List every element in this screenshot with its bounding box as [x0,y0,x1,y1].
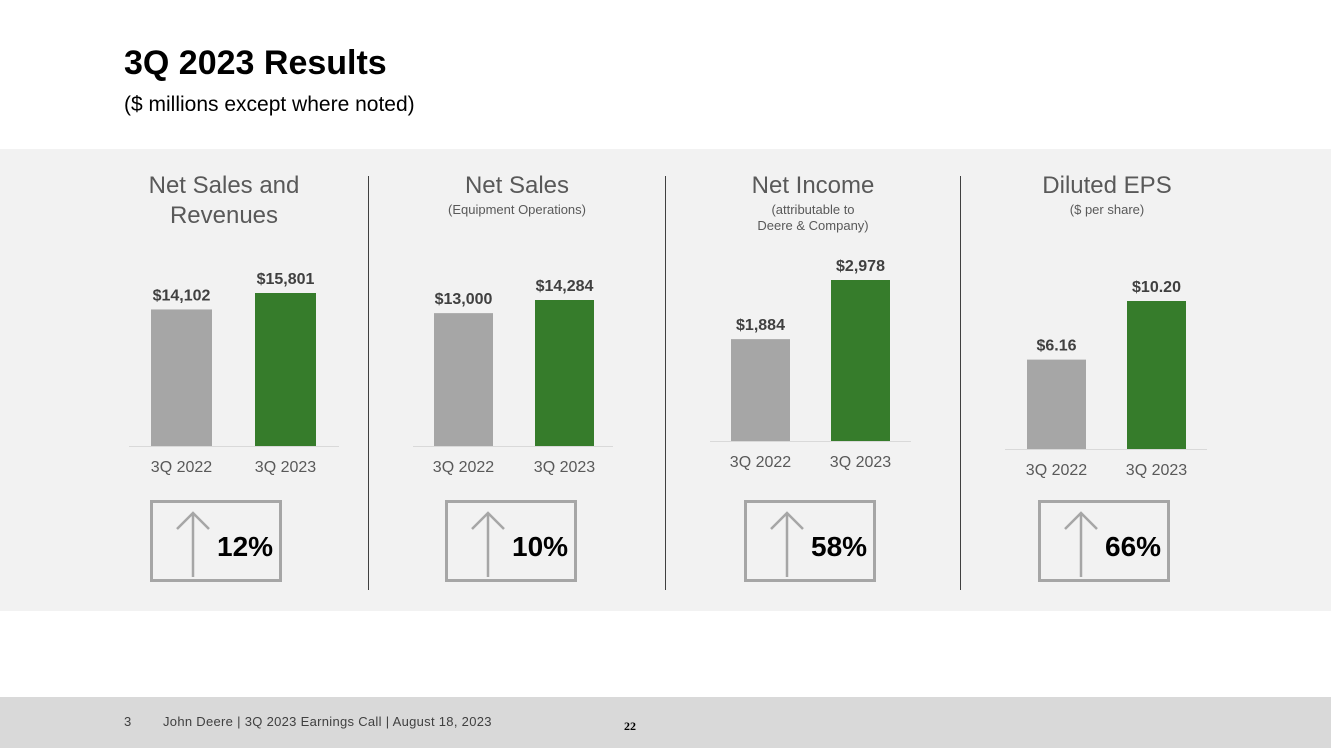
panel-diluted-eps: Diluted EPS ($ per share) $6.16 3Q 2022 $1… [961,149,1253,611]
bar-chart: $1,884 3Q 2022 $2,978 3Q 2023 [710,258,911,471]
panel-subtitle: (attributable to Deere & Company) [757,202,869,233]
panel-net-sales-equipment: Net Sales (Equipment Operations) $13,000… [369,149,665,611]
data-label: $14,284 [536,278,594,295]
change-badge: 66% [1038,500,1170,582]
change-badge: 12% [150,500,282,582]
footer-text: John Deere | 3Q 2023 Earnings Call | Aug… [163,714,492,729]
panel-net-sales-revenues: Net Sales and Revenues $14,102 3Q 2022 $15… [80,149,368,611]
page-number: 22 [624,719,636,733]
change-badge: 58% [744,500,876,582]
category-label: 3Q 2022 [151,459,212,476]
panel-title: Net Sales and Revenues [148,172,300,229]
change-percent: 58% [811,531,868,562]
data-label: $15,801 [257,271,315,288]
bar-3q-2023 [1127,301,1186,449]
slide-number: 3 [124,714,132,729]
data-label: $13,000 [435,291,493,308]
category-label: 3Q 2023 [534,459,595,476]
panel-divider [960,176,961,590]
bar-3q-2022 [434,313,493,446]
category-label: 3Q 2023 [1126,462,1187,479]
bar-3q-2023 [831,280,890,441]
panel-subtitle: ($ per share) [1069,202,1145,217]
bar-3q-2022 [1027,359,1086,449]
change-percent: 66% [1105,531,1162,562]
panel-divider [665,176,666,590]
category-label: 3Q 2023 [255,459,316,476]
bar-3q-2022 [151,309,212,446]
panel-title: Net Income [751,172,875,199]
page-subtitle: ($ millions except where noted) [124,93,415,116]
data-label: $6.16 [1036,338,1076,355]
data-label: $14,102 [153,287,211,304]
category-label: 3Q 2022 [1026,462,1087,479]
change-percent: 12% [217,531,274,562]
bar-chart: $13,000 3Q 2022 $14,284 3Q 2023 [413,278,613,476]
category-label: 3Q 2023 [830,454,891,471]
up-arrow-icon [471,511,505,577]
bar-3q-2023 [255,293,316,446]
bar-chart: $6.16 3Q 2022 $10.20 3Q 2023 [1005,279,1207,479]
data-label: $10.20 [1132,279,1181,296]
panel-divider [368,176,369,590]
up-arrow-icon [1064,511,1098,577]
data-label: $1,884 [736,317,785,334]
page-title: 3Q 2023 Results [124,44,387,82]
bar-3q-2023 [535,300,594,446]
panel-title: Diluted EPS [1042,172,1172,199]
panel-title: Net Sales [464,172,570,199]
category-label: 3Q 2022 [730,454,791,471]
category-label: 3Q 2022 [433,459,494,476]
footer: 3 John Deere | 3Q 2023 Earnings Call | A… [0,697,1331,748]
change-badge: 10% [445,500,577,582]
data-label: $2,978 [836,258,885,275]
up-arrow-icon [770,511,804,577]
change-percent: 10% [512,531,569,562]
bar-chart: $14,102 3Q 2022 $15,801 3Q 2023 [129,271,339,476]
panel-subtitle: (Equipment Operations) [447,202,586,217]
bar-3q-2022 [731,339,790,441]
up-arrow-icon [176,511,210,577]
panel-net-income: Net Income (attributable to Deere & Comp… [666,149,960,611]
